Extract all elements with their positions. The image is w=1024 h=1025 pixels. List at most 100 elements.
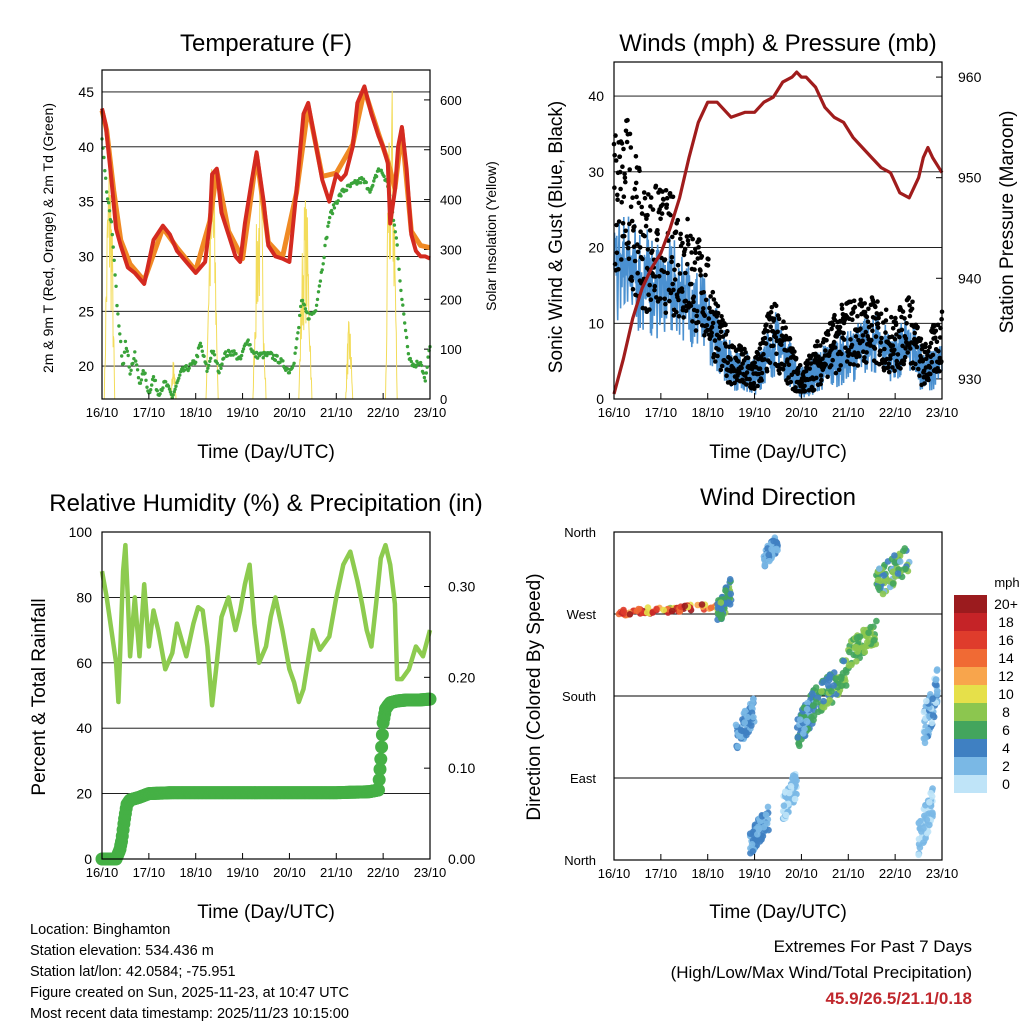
temperature-xtick-label: 19/10 bbox=[226, 405, 259, 420]
dewpoint-point bbox=[302, 303, 307, 307]
dewpoint-point bbox=[298, 313, 302, 318]
gust-point bbox=[697, 238, 702, 243]
direction-point bbox=[748, 841, 756, 848]
gust-point bbox=[771, 316, 777, 322]
gust-point bbox=[869, 337, 874, 343]
colorbar-label: 0 bbox=[1002, 776, 1010, 792]
winds-title: Winds (mph) & Pressure (mb) bbox=[619, 30, 936, 57]
gust-point bbox=[646, 192, 651, 197]
gust-point bbox=[787, 336, 793, 342]
gust-point bbox=[757, 346, 763, 351]
rh-line bbox=[99, 542, 433, 708]
gust-point bbox=[614, 250, 620, 256]
dewpoint-point bbox=[141, 369, 145, 373]
gust-point bbox=[751, 380, 757, 386]
wind-direction-xtick-label: 21/10 bbox=[832, 866, 865, 881]
gust-point bbox=[711, 297, 717, 302]
dewpoint-point bbox=[248, 343, 252, 347]
dewpoint-point bbox=[128, 372, 132, 376]
gust-point bbox=[933, 335, 938, 341]
gust-point bbox=[930, 352, 936, 358]
humidity-panel: Relative Humidity (%) & Precipitation (i… bbox=[29, 490, 483, 923]
dewpoint-point bbox=[206, 366, 210, 370]
gust-point bbox=[915, 324, 920, 330]
gust-point bbox=[752, 360, 757, 365]
speed-colorbar: mph 20+ 18 16 14 12 10 8 6 4 2 0 bbox=[954, 575, 1020, 793]
dewpoint-point bbox=[273, 358, 278, 362]
dewpoint-point bbox=[275, 354, 279, 358]
gust-point bbox=[909, 306, 915, 312]
direction-ytick-label: North bbox=[564, 525, 596, 540]
gust-point bbox=[731, 344, 737, 350]
dewpoint-point bbox=[105, 197, 110, 201]
gust-point bbox=[676, 314, 682, 319]
dewpoint-point bbox=[281, 359, 285, 363]
gust-point bbox=[678, 231, 683, 237]
colorbar-label: 4 bbox=[1002, 740, 1010, 756]
temperature-y2label: Solar Insolation (Yellow) bbox=[483, 161, 499, 311]
gust-point bbox=[918, 336, 924, 342]
dewpoint-point bbox=[225, 354, 230, 358]
dewpoint-point bbox=[300, 298, 305, 303]
temperature-xlabel: Time (Day/UTC) bbox=[197, 442, 335, 463]
direction-point bbox=[874, 576, 882, 584]
gust-point bbox=[723, 322, 728, 328]
direction-ytick-label: North bbox=[564, 853, 596, 868]
gust-point bbox=[783, 325, 788, 331]
gust-point bbox=[857, 353, 862, 359]
wind-direction-xtick-label: 17/10 bbox=[645, 866, 678, 881]
colorbar-swatch bbox=[954, 685, 987, 703]
gust-point bbox=[630, 286, 636, 292]
direction-point bbox=[926, 821, 933, 829]
gust-point bbox=[759, 378, 764, 383]
gust-point bbox=[755, 351, 761, 357]
gust-point bbox=[653, 183, 659, 189]
direction-point bbox=[927, 789, 934, 797]
dewpoint-point bbox=[106, 201, 111, 205]
direction-point bbox=[864, 638, 871, 646]
direction-point bbox=[881, 577, 889, 584]
winds-xtick-label: 16/10 bbox=[598, 405, 631, 420]
gust-point bbox=[900, 309, 906, 314]
direction-point bbox=[792, 774, 799, 781]
gust-point bbox=[759, 370, 765, 376]
colorbar-label: 18 bbox=[998, 614, 1014, 630]
gust-point bbox=[626, 240, 631, 245]
direction-point bbox=[754, 831, 761, 838]
gust-point bbox=[808, 361, 814, 366]
gust-point bbox=[642, 195, 648, 201]
gust-point bbox=[895, 352, 901, 357]
dewpoint-point bbox=[187, 366, 191, 370]
dewpoint-point bbox=[127, 365, 131, 369]
gust-point bbox=[752, 386, 757, 392]
gust-point bbox=[788, 379, 794, 385]
dewpoint-point bbox=[208, 359, 212, 363]
gust-point bbox=[664, 202, 670, 208]
humidity-y2tick-label: 0.30 bbox=[448, 579, 475, 595]
dewpoint-point bbox=[423, 379, 427, 383]
gust-point bbox=[872, 346, 878, 351]
gust-point bbox=[635, 242, 640, 247]
gust-point bbox=[777, 371, 782, 376]
gust-point bbox=[914, 344, 920, 350]
dewpoint-point bbox=[109, 220, 114, 224]
dewpoint-point bbox=[424, 371, 428, 375]
rainfall-point bbox=[374, 752, 388, 766]
gust-point bbox=[701, 290, 706, 295]
direction-point bbox=[875, 584, 882, 591]
gust-point bbox=[674, 309, 679, 315]
direction-point bbox=[876, 565, 883, 572]
gust-point bbox=[883, 307, 889, 313]
gust-point bbox=[623, 228, 628, 234]
colorbar-label: 2 bbox=[1002, 758, 1010, 774]
gust-point bbox=[890, 365, 895, 370]
gust-point bbox=[929, 359, 935, 365]
direction-point bbox=[780, 802, 788, 809]
dewpoint-point bbox=[421, 371, 426, 375]
gust-point bbox=[775, 329, 780, 335]
direction-point bbox=[726, 576, 734, 583]
gust-point bbox=[893, 315, 898, 321]
gust-point bbox=[823, 362, 828, 367]
dewpoint-point bbox=[198, 341, 203, 345]
gust-point bbox=[781, 319, 786, 325]
